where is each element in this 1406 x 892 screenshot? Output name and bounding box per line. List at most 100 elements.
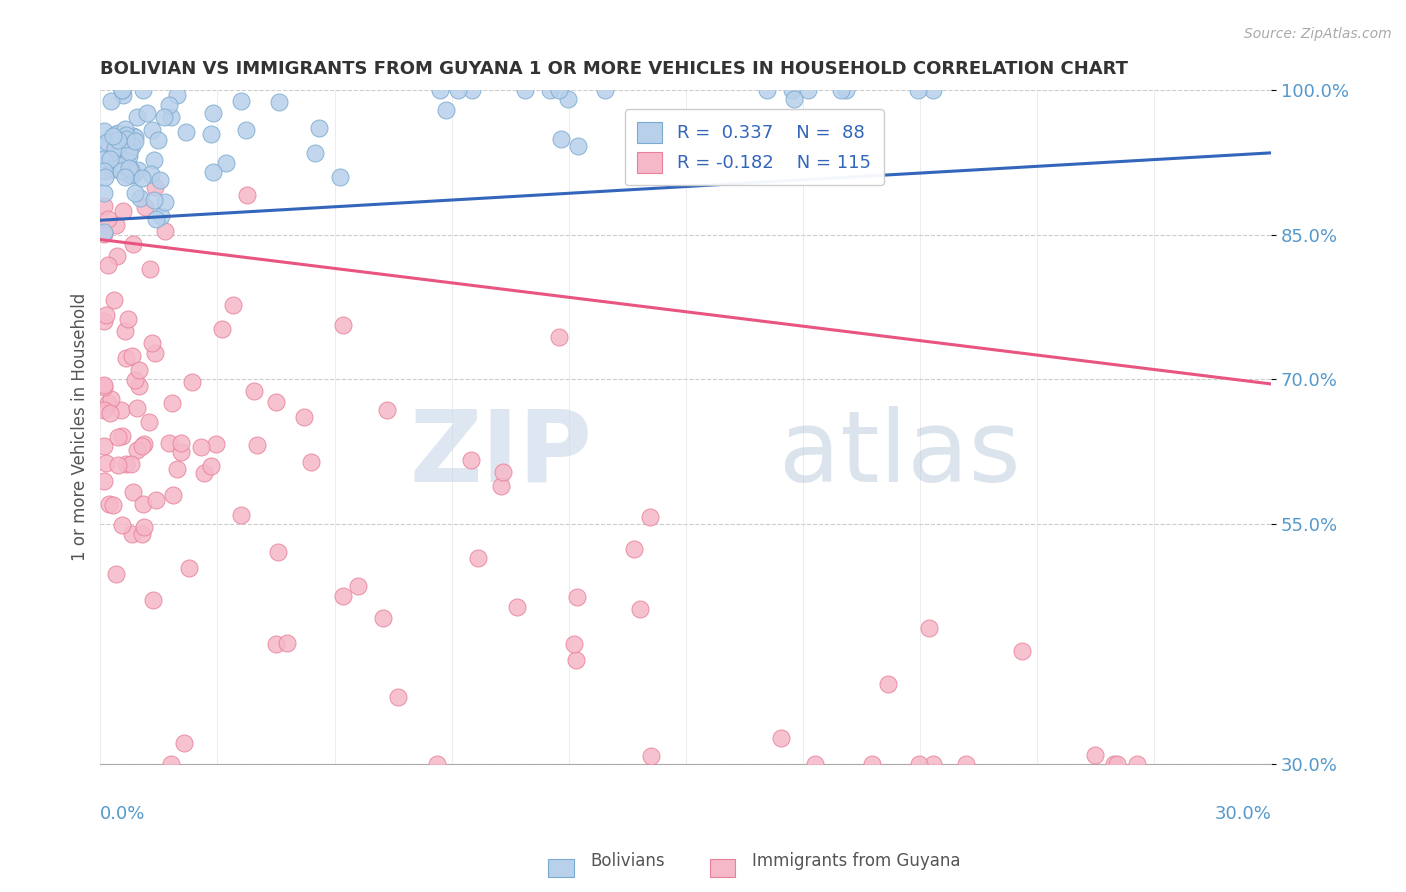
- Bolivians: [145, 211, 167, 226]
- Bolivians: [593, 83, 616, 97]
- Immigrants from Guyana: [111, 203, 134, 218]
- Immigrants from Guyana: [155, 224, 177, 238]
- Immigrants from Guyana: [467, 550, 489, 565]
- Bolivians: [107, 133, 129, 147]
- Bolivians: [229, 94, 252, 108]
- Bolivians: [93, 152, 115, 166]
- Bolivians: [101, 129, 124, 144]
- Bolivians: [93, 124, 115, 138]
- Immigrants from Guyana: [347, 579, 370, 593]
- Immigrants from Guyana: [97, 396, 120, 410]
- Immigrants from Guyana: [1084, 748, 1107, 763]
- Immigrants from Guyana: [770, 731, 793, 745]
- Bolivians: [166, 87, 188, 102]
- Bolivians: [110, 163, 132, 178]
- Immigrants from Guyana: [236, 187, 259, 202]
- Text: 30.0%: 30.0%: [1215, 805, 1271, 822]
- Immigrants from Guyana: [638, 510, 661, 524]
- Bolivians: [160, 111, 183, 125]
- Bolivians: [548, 83, 571, 97]
- Immigrants from Guyana: [166, 462, 188, 476]
- Bolivians: [124, 186, 146, 201]
- Immigrants from Guyana: [125, 401, 148, 416]
- Immigrants from Guyana: [131, 497, 153, 511]
- Immigrants from Guyana: [548, 330, 571, 344]
- Bolivians: [447, 83, 470, 97]
- Bolivians: [93, 225, 115, 239]
- Immigrants from Guyana: [492, 465, 515, 479]
- Bolivians: [125, 110, 148, 124]
- Immigrants from Guyana: [111, 428, 134, 442]
- Bolivians: [201, 165, 224, 179]
- Immigrants from Guyana: [180, 375, 202, 389]
- Immigrants from Guyana: [1105, 757, 1128, 772]
- Immigrants from Guyana: [142, 592, 165, 607]
- Immigrants from Guyana: [276, 636, 298, 650]
- Immigrants from Guyana: [107, 429, 129, 443]
- Immigrants from Guyana: [143, 346, 166, 360]
- Immigrants from Guyana: [179, 561, 201, 575]
- Immigrants from Guyana: [97, 258, 120, 272]
- Immigrants from Guyana: [100, 392, 122, 406]
- Immigrants from Guyana: [128, 363, 150, 377]
- Bolivians: [429, 83, 451, 97]
- Immigrants from Guyana: [506, 600, 529, 615]
- Bolivians: [93, 186, 115, 200]
- Immigrants from Guyana: [375, 402, 398, 417]
- Immigrants from Guyana: [103, 498, 125, 512]
- Immigrants from Guyana: [93, 439, 115, 453]
- Immigrants from Guyana: [107, 458, 129, 473]
- Immigrants from Guyana: [387, 690, 409, 704]
- Bolivians: [157, 98, 180, 112]
- Immigrants from Guyana: [567, 590, 589, 604]
- Immigrants from Guyana: [128, 379, 150, 393]
- Immigrants from Guyana: [157, 436, 180, 450]
- Immigrants from Guyana: [292, 409, 315, 424]
- Immigrants from Guyana: [160, 395, 183, 409]
- Bolivians: [121, 139, 143, 153]
- Bolivians: [129, 192, 152, 206]
- Immigrants from Guyana: [115, 457, 138, 471]
- Immigrants from Guyana: [170, 445, 193, 459]
- Bolivians: [142, 153, 165, 168]
- Bolivians: [127, 162, 149, 177]
- Bolivians: [96, 135, 118, 149]
- Bolivians: [756, 83, 779, 97]
- Bolivians: [124, 129, 146, 144]
- Immigrants from Guyana: [105, 219, 128, 233]
- Bolivians: [105, 127, 128, 141]
- Immigrants from Guyana: [98, 406, 121, 420]
- Bolivians: [922, 83, 945, 97]
- Immigrants from Guyana: [628, 602, 651, 616]
- Immigrants from Guyana: [426, 757, 449, 772]
- Bolivians: [155, 195, 177, 210]
- Immigrants from Guyana: [489, 479, 512, 493]
- Bolivians: [797, 83, 820, 97]
- Bolivians: [107, 126, 129, 140]
- Immigrants from Guyana: [160, 757, 183, 772]
- Immigrants from Guyana: [110, 403, 132, 417]
- Bolivians: [111, 83, 134, 97]
- Immigrants from Guyana: [141, 336, 163, 351]
- Bolivians: [118, 161, 141, 175]
- Bolivians: [117, 149, 139, 163]
- Bolivians: [267, 95, 290, 110]
- Text: atlas: atlas: [779, 406, 1021, 503]
- Immigrants from Guyana: [103, 293, 125, 308]
- Bolivians: [93, 137, 115, 152]
- Bolivians: [120, 163, 142, 178]
- Immigrants from Guyana: [921, 757, 943, 772]
- Immigrants from Guyana: [105, 249, 128, 263]
- Immigrants from Guyana: [120, 457, 142, 471]
- Immigrants from Guyana: [955, 757, 977, 772]
- Immigrants from Guyana: [132, 520, 155, 534]
- Immigrants from Guyana: [143, 179, 166, 194]
- Bolivians: [94, 169, 117, 184]
- Immigrants from Guyana: [200, 459, 222, 474]
- Bolivians: [111, 87, 134, 102]
- Bolivians: [567, 139, 589, 153]
- Immigrants from Guyana: [264, 394, 287, 409]
- Bolivians: [434, 103, 457, 118]
- Bolivians: [132, 83, 155, 97]
- Bolivians: [122, 129, 145, 144]
